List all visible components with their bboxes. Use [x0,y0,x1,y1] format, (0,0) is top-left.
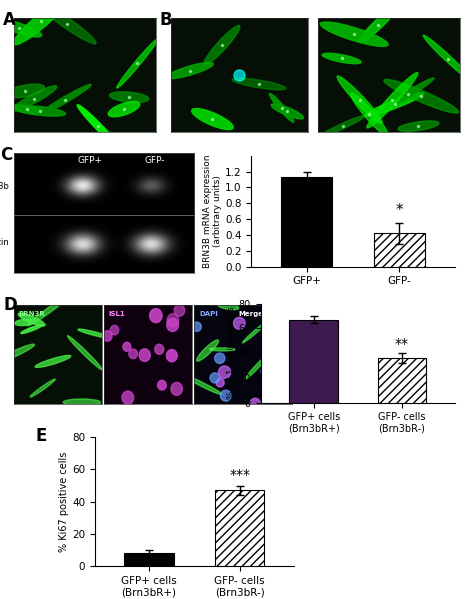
Polygon shape [273,364,281,373]
Polygon shape [123,342,131,351]
Polygon shape [233,317,245,329]
Polygon shape [367,72,418,128]
Polygon shape [232,78,286,90]
Polygon shape [261,365,272,377]
Polygon shape [21,325,43,334]
Polygon shape [11,86,57,111]
Polygon shape [39,3,96,44]
Polygon shape [384,79,459,113]
Polygon shape [322,53,361,63]
Polygon shape [108,101,140,117]
Polygon shape [30,379,55,397]
Polygon shape [15,319,34,326]
Polygon shape [242,320,269,343]
Y-axis label: % ISL1 positive cells: % ISL1 positive cells [227,307,236,400]
Text: GFP-: GFP- [145,156,165,165]
Text: C: C [0,146,12,164]
Text: A: A [3,11,16,29]
Text: DAPI: DAPI [199,311,218,317]
Polygon shape [261,364,290,372]
Bar [378,358,426,403]
Polygon shape [78,329,111,338]
Polygon shape [158,380,166,390]
Polygon shape [210,348,235,351]
Polygon shape [155,344,164,354]
Polygon shape [9,105,45,114]
Polygon shape [219,366,231,379]
Polygon shape [271,104,303,119]
Polygon shape [360,8,396,42]
Polygon shape [171,382,182,395]
Text: BRN3R: BRN3R [18,311,46,317]
Polygon shape [269,93,294,122]
Polygon shape [129,349,137,359]
Polygon shape [383,78,434,110]
Text: ISL1: ISL1 [109,311,126,317]
Polygon shape [246,355,269,379]
Text: Merged: Merged [238,311,268,317]
Polygon shape [15,105,65,116]
Polygon shape [423,35,474,82]
Polygon shape [365,93,424,116]
Polygon shape [191,108,233,129]
Text: ***: *** [229,468,250,482]
Text: β actin: β actin [0,238,9,247]
Polygon shape [320,116,365,137]
Polygon shape [0,20,42,37]
Bar [124,553,174,566]
Polygon shape [167,314,179,327]
Polygon shape [77,105,120,149]
Polygon shape [216,379,224,387]
Text: E: E [35,427,46,445]
Polygon shape [0,344,35,364]
Polygon shape [215,353,225,364]
Polygon shape [167,62,213,78]
Polygon shape [350,93,388,136]
Polygon shape [35,355,71,367]
Bar [215,491,264,566]
Polygon shape [13,0,67,45]
Bar [282,177,332,267]
Y-axis label: BRN3B mRNA expression
(arbitrary units): BRN3B mRNA expression (arbitrary units) [203,155,222,268]
Polygon shape [192,322,201,331]
Text: GFP+: GFP+ [77,156,102,165]
Polygon shape [110,325,119,335]
Polygon shape [174,304,185,316]
Polygon shape [204,25,240,65]
Polygon shape [398,121,439,131]
Text: D: D [4,295,18,314]
Text: **: ** [395,337,409,350]
Polygon shape [63,399,100,406]
Polygon shape [18,313,45,326]
Polygon shape [150,308,162,323]
Polygon shape [39,84,91,116]
Bar [374,233,425,267]
Text: BRN3b: BRN3b [0,181,9,191]
Polygon shape [250,398,260,409]
Polygon shape [337,76,382,123]
Polygon shape [210,373,220,383]
Polygon shape [67,335,102,370]
Y-axis label: % Ki67 positive cells: % Ki67 positive cells [59,452,69,552]
Polygon shape [122,391,134,404]
Polygon shape [166,350,177,362]
Polygon shape [197,340,219,361]
Polygon shape [217,303,239,310]
Polygon shape [27,296,68,326]
Polygon shape [220,390,231,401]
Bar [290,320,338,403]
Polygon shape [139,349,150,361]
Polygon shape [167,318,179,331]
Polygon shape [109,92,149,102]
Text: *: * [396,203,403,218]
Polygon shape [5,84,45,98]
Polygon shape [320,22,388,47]
Text: B: B [160,11,172,29]
Polygon shape [184,376,222,395]
Polygon shape [103,331,112,341]
Polygon shape [117,38,158,88]
